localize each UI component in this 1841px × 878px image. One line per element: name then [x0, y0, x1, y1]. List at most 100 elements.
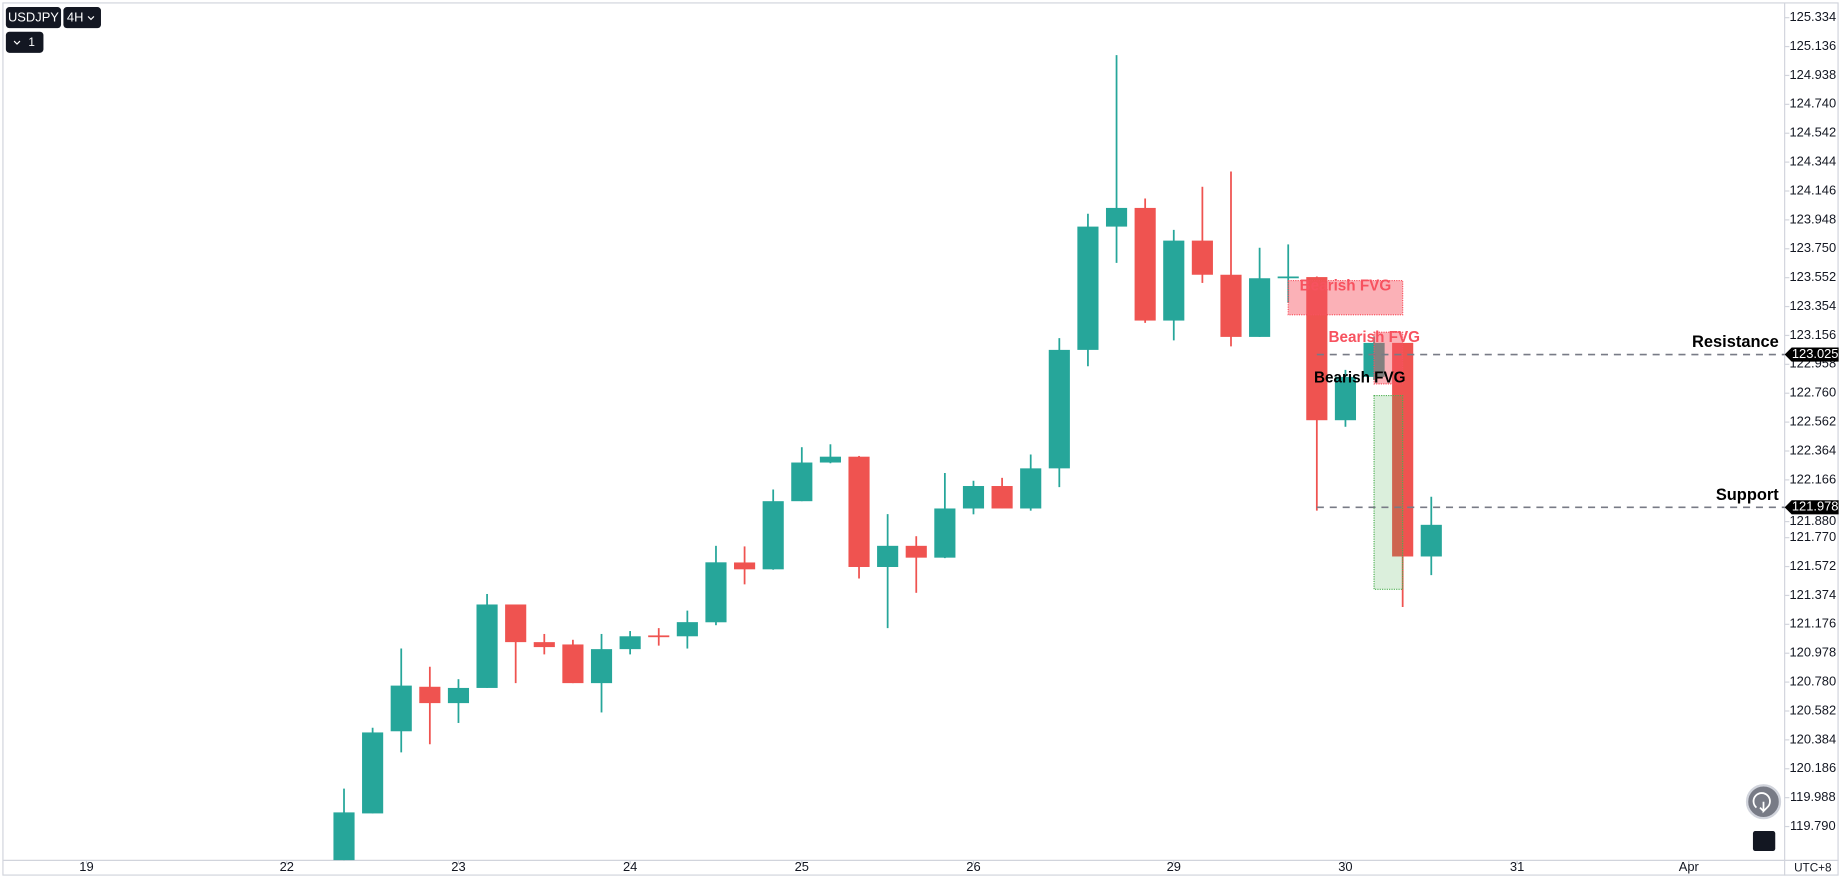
scroll-icon: [1752, 792, 1771, 814]
candle-body: [533, 642, 555, 648]
y-tick-label: 122.166: [1789, 471, 1836, 486]
y-tick-label: 120.186: [1789, 760, 1836, 775]
y-tick-label: 124.146: [1789, 182, 1836, 197]
candle-body: [819, 456, 841, 463]
x-tick-label: 29: [1167, 859, 1181, 874]
x-tick-label: 30: [1338, 859, 1352, 874]
y-tick-label: 122.760: [1789, 385, 1836, 400]
candle-body: [791, 462, 813, 502]
x-tick-label: 31: [1510, 859, 1524, 874]
price-badge-label: 123.025: [1792, 346, 1839, 361]
candle-body: [562, 644, 584, 684]
y-tick-label: 119.988: [1790, 789, 1836, 804]
candle-body: [762, 501, 784, 570]
y-tick-label: 123.354: [1789, 298, 1836, 313]
symbol: USDJPY: [8, 10, 59, 25]
y-tick-label: 123.552: [1789, 269, 1836, 284]
candle-body: [1277, 276, 1299, 279]
y-tick-label: 124.740: [1789, 96, 1836, 111]
price-badge: [1784, 347, 1839, 362]
x-tick-label: 24: [623, 859, 637, 874]
y-tick-label: 121.770: [1789, 529, 1836, 544]
candle-body: [991, 486, 1013, 509]
y-tick-label: 125.334: [1789, 9, 1836, 24]
candle-body: [1048, 349, 1070, 469]
plot: Bearish FVG Bearish FVG Bearish FVG Resista…: [333, 55, 1785, 861]
x-tick-label: Apr: [1679, 859, 1700, 874]
candle-body: [962, 486, 985, 509]
x-tick-label: 23: [451, 859, 465, 874]
candle-body: [1249, 278, 1271, 337]
y-tick-label: 125.136: [1789, 38, 1836, 53]
y-tick-label: 121.374: [1789, 587, 1836, 602]
candle-body: [1363, 342, 1385, 377]
auto-scale-button[interactable]: [1752, 831, 1776, 852]
candle-body: [505, 604, 527, 643]
y-tick-label: 123.750: [1789, 240, 1836, 255]
zone-label: Bearish FVG: [1300, 277, 1392, 294]
y-tick-label: 120.384: [1789, 731, 1836, 746]
candle-body: [1163, 240, 1185, 321]
y-tick-label: 121.880: [1789, 513, 1836, 528]
candle-body: [1134, 207, 1156, 321]
y-tick-label: 123.948: [1789, 211, 1836, 226]
y-tick-label: 120.978: [1789, 645, 1836, 660]
layout-button[interactable]: [5, 31, 44, 53]
layout-count: 1: [28, 36, 35, 49]
candle-body: [1420, 524, 1442, 557]
y-tick-label: 121.176: [1789, 616, 1836, 631]
symbol-button[interactable]: [5, 7, 62, 29]
x-tick-label: 25: [795, 859, 809, 874]
candle-body: [1220, 274, 1242, 337]
y-tick-label: 119.790: [1790, 818, 1836, 833]
candle-body: [1334, 376, 1357, 421]
candle-body: [619, 636, 641, 650]
candle-body: [476, 604, 498, 688]
y-tick-label: 122.364: [1789, 442, 1836, 457]
y-tick-label: 120.780: [1789, 674, 1836, 689]
zone: [1373, 331, 1404, 385]
candle-body: [419, 686, 441, 704]
price-badge: [1784, 500, 1839, 515]
y-tick-label: 123.156: [1789, 327, 1836, 342]
candle-body: [1105, 207, 1128, 227]
interval-button[interactable]: [63, 7, 101, 29]
x-tick-label: 26: [966, 859, 980, 874]
level-label: Resistance: [1692, 333, 1779, 351]
candle-body: [934, 508, 956, 558]
candle-body: [1191, 240, 1213, 275]
level-label: Support: [1716, 486, 1779, 504]
y-tick-label: 124.542: [1789, 125, 1836, 140]
candle-body: [590, 649, 613, 684]
candle-body: [734, 562, 756, 570]
x-tick-label: 19: [79, 859, 93, 874]
candle-body: [676, 622, 698, 637]
candle-body: [705, 562, 727, 623]
candle-body: [1306, 277, 1328, 421]
candle-body: [362, 732, 384, 814]
candle-body: [648, 635, 670, 638]
price-badge-label: 121.978: [1792, 499, 1839, 514]
candle-body: [1020, 468, 1042, 509]
candle-body: [1077, 226, 1099, 350]
interval: 4H: [67, 10, 84, 25]
y-tick-label: 122.562: [1789, 414, 1836, 429]
x-tick-label: 22: [280, 859, 294, 874]
y-tick-label: 121.572: [1789, 558, 1836, 573]
candle-body: [905, 545, 927, 558]
zone: [1287, 279, 1404, 316]
zone: [1373, 394, 1404, 590]
candle-body: [333, 812, 355, 861]
y-tick-label: 124.938: [1789, 67, 1836, 82]
y-tick-label: 124.344: [1789, 154, 1836, 169]
annotation: Bearish FVG: [1314, 370, 1406, 387]
candle-body: [447, 687, 470, 704]
candle-body: [848, 456, 870, 567]
y-tick-label: 120.582: [1789, 702, 1836, 717]
chevron: [87, 16, 95, 21]
timezone: UTC+8: [1794, 862, 1832, 875]
zone-label: Bearish FVG: [1329, 329, 1421, 346]
